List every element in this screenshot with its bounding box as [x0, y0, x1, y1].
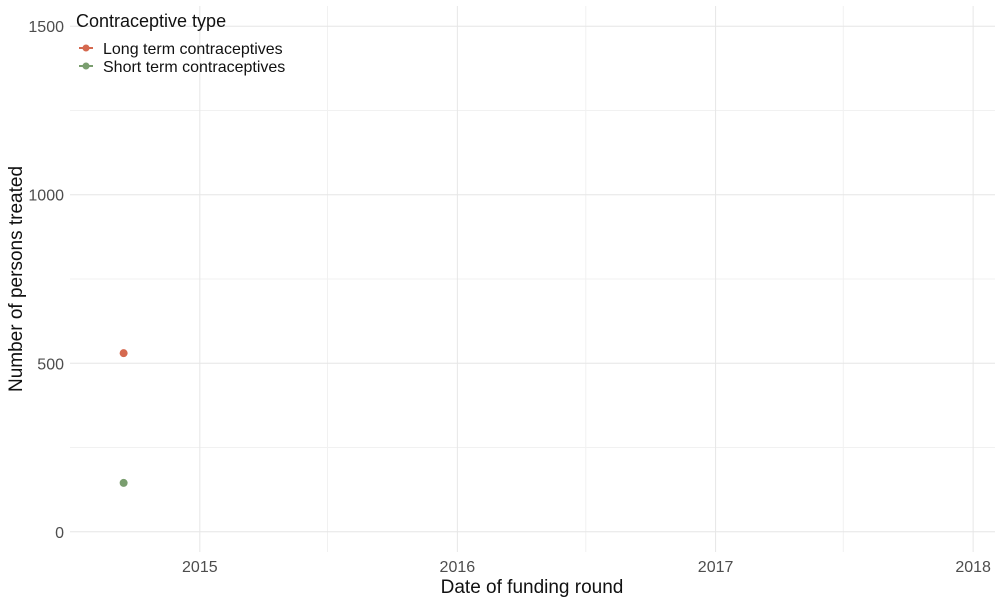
axis-tick-labels: 0 500 1000 1500 2015 2016 2017 2018 [28, 19, 991, 576]
legend-key-point [82, 44, 90, 52]
y-tick-label: 500 [37, 356, 64, 373]
x-tick-label: 2017 [698, 559, 734, 576]
y-tick-label: 1000 [28, 188, 64, 205]
y-tick-label: 0 [55, 525, 64, 542]
x-tick-label: 2016 [440, 559, 476, 576]
y-axis-title: Number of persons treated [6, 166, 27, 392]
y-tick-label: 1500 [28, 19, 64, 36]
legend-title: Contraceptive type [76, 11, 226, 31]
data-point [119, 478, 128, 487]
data-point [119, 349, 128, 358]
legend-key-point [82, 62, 90, 70]
legend-item-label: Long term contraceptives [103, 41, 283, 58]
grid-lines [70, 6, 995, 552]
x-axis-title: Date of funding round [441, 577, 624, 598]
x-tick-label: 2015 [182, 559, 218, 576]
data-points [119, 349, 128, 487]
x-tick-label: 2018 [955, 559, 991, 576]
legend-item-label: Short term contraceptives [103, 59, 285, 76]
legend: Contraceptive type Long term contracepti… [76, 11, 285, 76]
